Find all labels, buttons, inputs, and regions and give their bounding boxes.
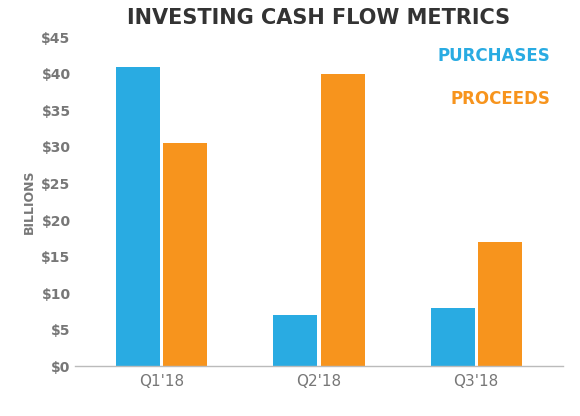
Title: INVESTING CASH FLOW METRICS: INVESTING CASH FLOW METRICS — [128, 7, 510, 27]
Bar — [116, 67, 160, 366]
Y-axis label: BILLIONS: BILLIONS — [23, 169, 36, 234]
Text: PROCEEDS: PROCEEDS — [451, 90, 550, 108]
Bar — [273, 315, 317, 366]
Bar — [430, 308, 474, 366]
Text: PURCHASES: PURCHASES — [438, 47, 550, 65]
Bar — [321, 74, 365, 366]
Bar — [478, 242, 522, 366]
Bar — [164, 144, 208, 366]
